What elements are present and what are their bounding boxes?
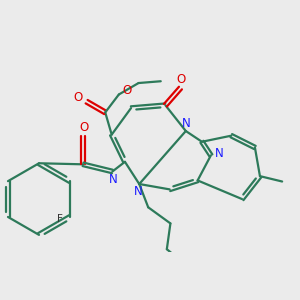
Text: O: O bbox=[80, 121, 89, 134]
Text: N: N bbox=[214, 147, 223, 160]
Text: O: O bbox=[122, 84, 131, 97]
Text: O: O bbox=[73, 91, 82, 104]
Text: N: N bbox=[134, 185, 143, 198]
Text: N: N bbox=[109, 173, 118, 186]
Text: O: O bbox=[176, 73, 186, 85]
Text: N: N bbox=[182, 117, 191, 130]
Text: F: F bbox=[57, 214, 63, 224]
